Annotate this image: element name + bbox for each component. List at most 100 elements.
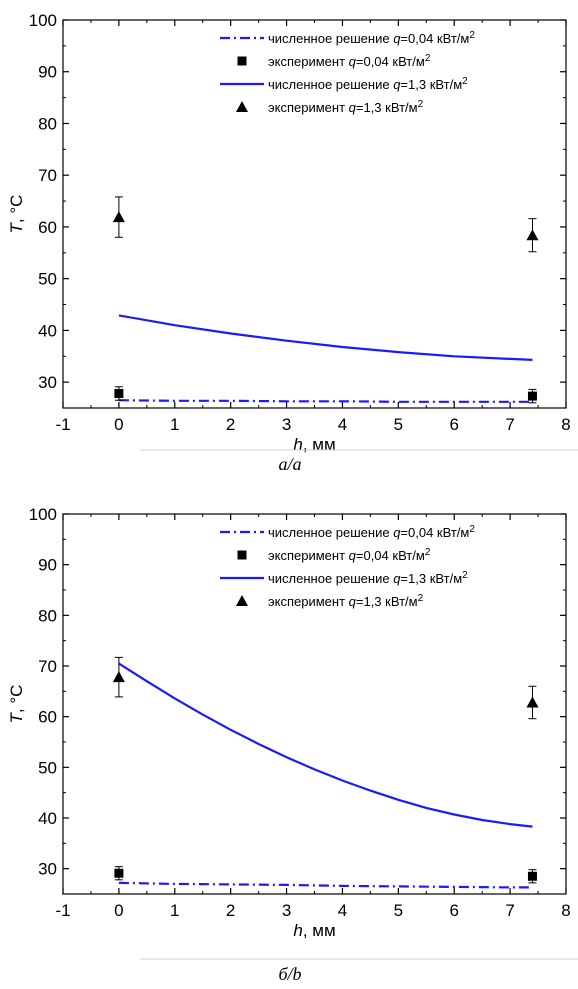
data-point-triangle — [526, 229, 539, 241]
data-point-square — [114, 868, 124, 878]
y-axis-title: T, °С — [7, 195, 26, 234]
legend-label: эксперимент q=1,3 кВт/м2 — [268, 593, 424, 609]
series-line-dashdot — [118, 399, 533, 403]
legend-label-var: q — [393, 77, 401, 92]
y-tick-label: 30 — [38, 373, 57, 392]
legend-label-text: численное решение — [268, 525, 393, 540]
x-tick-label: 8 — [561, 415, 570, 434]
y-axis-title-var: T — [7, 221, 26, 233]
legend-label-superscript: 2 — [462, 76, 468, 87]
legend-label-value: =0,04 кВт/м — [400, 31, 469, 46]
series-line-solid — [118, 662, 533, 828]
legend-label: эксперимент q=0,04 кВт/м2 — [268, 547, 431, 563]
legend-label-superscript: 2 — [418, 99, 424, 110]
y-tick-label: 50 — [38, 758, 57, 777]
legend-label-text: численное решение — [268, 31, 393, 46]
y-tick-label: 70 — [38, 166, 57, 185]
x-tick-label: 2 — [226, 901, 235, 920]
x-tick-label: 0 — [114, 415, 123, 434]
y-axis-title-var: T — [7, 711, 26, 723]
y-tick-label: 90 — [38, 63, 57, 82]
legend-label-value: =1,3 кВт/м — [356, 100, 418, 115]
chart-panel-a: -1 0 1 2 3 4 5 6 7 8 30 40 50 60 70 80 90 100 h, мм T, °С чи… — [0, 0, 578, 494]
legend-marker-square — [237, 550, 247, 560]
data-point-square — [114, 389, 124, 399]
data-point-triangle — [112, 211, 125, 223]
legend-label-text: эксперимент — [268, 54, 349, 69]
legend-label-superscript: 2 — [462, 570, 468, 581]
legend-label: численное решение q=0,04 кВт/м2 — [268, 524, 475, 540]
legend-label: численное решение q=1,3 кВт/м2 — [268, 570, 468, 586]
y-tick-label: 80 — [38, 114, 57, 133]
y-tick-label: 80 — [38, 606, 57, 625]
legend-label-value: =0,04 кВт/м — [356, 54, 425, 69]
legend-label-var: q — [349, 100, 357, 115]
data-point-square — [527, 871, 537, 881]
legend-label: эксперимент q=1,3 кВт/м2 — [268, 99, 424, 115]
legend-label-superscript: 2 — [469, 524, 475, 535]
figure-caption: а/a — [278, 454, 301, 474]
x-tick-label: 7 — [505, 415, 514, 434]
legend-marker-square — [237, 56, 247, 66]
y-tick-label: 50 — [38, 270, 57, 289]
figure-caption: б/b — [278, 964, 301, 984]
x-tick-label: 4 — [338, 415, 347, 434]
y-tick-label: 100 — [29, 11, 57, 30]
x-tick-label: 0 — [114, 901, 123, 920]
legend-label-var: q — [349, 548, 357, 563]
legend-label-text: численное решение — [268, 77, 393, 92]
legend-label-superscript: 2 — [469, 30, 475, 41]
x-axis-title-var: h — [293, 921, 302, 940]
legend-marker-triangle — [236, 595, 248, 606]
legend-label-superscript: 2 — [418, 593, 424, 604]
chart-panel-b: -1 0 1 2 3 4 5 6 7 8 30 40 50 60 70 80 90 100 h, мм T, °С чи… — [0, 494, 578, 989]
y-axis-title: T, °С — [7, 685, 26, 724]
x-axis-title-var: h — [293, 435, 302, 454]
x-tick-label: 3 — [282, 901, 291, 920]
x-tick-label: 8 — [561, 901, 570, 920]
x-axis-title: h, мм — [293, 921, 335, 940]
x-tick-label: 2 — [226, 415, 235, 434]
data-point-triangle — [526, 696, 539, 708]
legend-label-var: q — [393, 31, 401, 46]
x-tick-label: 4 — [338, 901, 347, 920]
data-point-square — [527, 391, 537, 401]
legend-label-value: =0,04 кВт/м — [400, 525, 469, 540]
x-axis-title: h, мм — [293, 435, 335, 454]
y-axis-title-unit: , °С — [7, 685, 26, 714]
x-tick-label: 6 — [449, 901, 458, 920]
legend-label-text: эксперимент — [268, 594, 349, 609]
x-axis-title-unit: , мм — [303, 435, 336, 454]
series-line-solid — [118, 314, 533, 361]
y-tick-label: 70 — [38, 657, 57, 676]
legend-label-var: q — [349, 594, 357, 609]
legend-label-value: =0,04 кВт/м — [356, 548, 425, 563]
legend-label-superscript: 2 — [425, 547, 431, 558]
legend-label-var: q — [393, 525, 401, 540]
legend-label-value: =1,3 кВт/м — [400, 77, 462, 92]
y-tick-label: 60 — [38, 708, 57, 727]
legend-label-text: численное решение — [268, 571, 393, 586]
legend-label-var: q — [349, 54, 357, 69]
x-tick-label: 5 — [394, 901, 403, 920]
x-tick-label: -1 — [55, 415, 70, 434]
y-tick-label: 90 — [38, 556, 57, 575]
y-tick-label: 40 — [38, 321, 57, 340]
x-axis-title-unit: , мм — [303, 921, 336, 940]
legend-label-text: эксперимент — [268, 100, 349, 115]
legend-label-var: q — [393, 571, 401, 586]
y-tick-label: 40 — [38, 809, 57, 828]
legend-label-value: =1,3 кВт/м — [356, 594, 418, 609]
x-tick-label: 1 — [170, 901, 179, 920]
data-point-triangle — [112, 671, 125, 683]
x-tick-label: 7 — [505, 901, 514, 920]
x-tick-label: 1 — [170, 415, 179, 434]
legend-label-text: эксперимент — [268, 548, 349, 563]
legend-label: эксперимент q=0,04 кВт/м2 — [268, 53, 431, 69]
legend-label: численное решение q=1,3 кВт/м2 — [268, 76, 468, 92]
series-line-dashdot — [118, 881, 533, 889]
x-tick-label: 6 — [449, 415, 458, 434]
legend-label: численное решение q=0,04 кВт/м2 — [268, 30, 475, 46]
chart-b: -1 0 1 2 3 4 5 6 7 8 30 40 50 60 70 80 90 100 h, мм T, °С чи… — [7, 505, 578, 984]
y-tick-label: 30 — [38, 860, 57, 879]
